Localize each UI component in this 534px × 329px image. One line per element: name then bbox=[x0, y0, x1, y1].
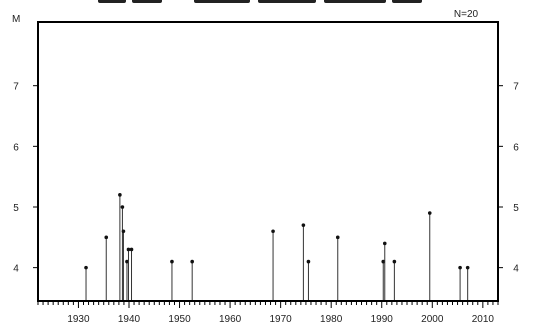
stem-point bbox=[381, 259, 386, 301]
stem-point bbox=[125, 259, 129, 301]
y-axis-label: M bbox=[12, 14, 20, 25]
y-tick-label-right: 4 bbox=[513, 264, 519, 275]
stem-marker bbox=[301, 223, 306, 227]
stem-series bbox=[84, 193, 470, 301]
stem-point bbox=[382, 241, 387, 301]
stem-marker bbox=[129, 247, 134, 252]
y-tick-label-right: 5 bbox=[513, 203, 519, 214]
x-tick-label: 2010 bbox=[472, 314, 495, 325]
x-tick-label: 1940 bbox=[118, 314, 141, 325]
stem-marker bbox=[271, 229, 275, 234]
stem-marker bbox=[125, 259, 129, 264]
cut-off-title bbox=[98, 0, 430, 6]
y-tick-label-right: 6 bbox=[513, 142, 519, 153]
x-tick-label: 1960 bbox=[219, 314, 242, 325]
stem-marker bbox=[121, 229, 126, 234]
stem-point bbox=[84, 265, 88, 301]
stem-marker bbox=[465, 265, 470, 270]
x-axis-ticks: 1930 1940 1950 1960 1970 1980 1990 2000 2010 bbox=[67, 314, 494, 325]
stem-point bbox=[118, 193, 122, 301]
x-tick-label: 1980 bbox=[320, 314, 343, 325]
stem-point bbox=[129, 247, 134, 301]
y-tick-label-right: 7 bbox=[513, 82, 519, 93]
stem-marker bbox=[170, 259, 174, 264]
x-tick-label: 1970 bbox=[270, 314, 293, 325]
stem-marker bbox=[381, 259, 386, 264]
stem-marker bbox=[104, 235, 109, 240]
y-axis-ticks: 4 4 5 5 6 6 7 7 bbox=[13, 82, 519, 275]
stem-point bbox=[427, 211, 432, 301]
x-tick-label: 2000 bbox=[421, 314, 444, 325]
stem-point bbox=[271, 229, 275, 301]
x-tick-label: 1950 bbox=[168, 314, 191, 325]
stem-point bbox=[392, 259, 397, 301]
stem-marker bbox=[458, 265, 462, 270]
stem-marker bbox=[382, 241, 387, 246]
stem-point bbox=[121, 229, 126, 301]
stem-point bbox=[458, 265, 462, 301]
x-tick-label: 1930 bbox=[67, 314, 90, 325]
stem-marker bbox=[84, 265, 88, 270]
y-tick-label-left: 7 bbox=[13, 82, 19, 93]
stem-point bbox=[126, 247, 131, 301]
stem-point bbox=[306, 259, 311, 301]
y-tick-label-left: 4 bbox=[13, 264, 19, 275]
stem-point bbox=[120, 205, 125, 301]
stem-marker bbox=[427, 211, 432, 215]
stem-point bbox=[301, 223, 306, 301]
stem-marker bbox=[126, 247, 131, 252]
stem-point bbox=[465, 265, 470, 301]
stem-marker bbox=[190, 259, 194, 264]
y-tick-label-left: 6 bbox=[13, 142, 19, 153]
stem-point bbox=[190, 259, 194, 301]
x-tick-label: 1990 bbox=[371, 314, 394, 325]
stem-marker bbox=[118, 193, 122, 197]
stem-marker bbox=[335, 235, 340, 240]
stem-marker bbox=[392, 259, 397, 264]
stem-point bbox=[335, 235, 340, 301]
y-tick-label-left: 5 bbox=[13, 203, 19, 214]
stem-marker bbox=[306, 259, 311, 264]
stem-marker bbox=[120, 205, 125, 209]
stem-point bbox=[104, 235, 109, 301]
x-minor-ticks bbox=[37, 301, 499, 308]
stem-point bbox=[170, 259, 174, 301]
sample-size-annotation: N=20 bbox=[454, 9, 479, 20]
plot-frame bbox=[37, 21, 499, 302]
